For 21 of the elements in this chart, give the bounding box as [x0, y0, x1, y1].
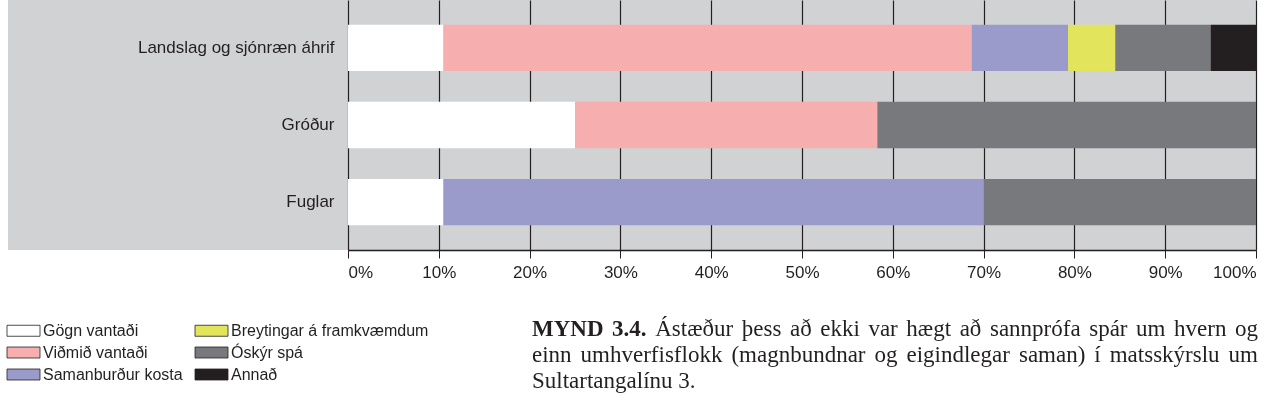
- legend-label: Viðmið vantaði: [43, 343, 148, 361]
- text: MYND 3.4. Ástæður þess að ekki var hægt að sannprófa spár um hvern og einn umhverfisflokk (magnbundnar og eigindlegar saman) í matsskýrslu um Sultartangalínu 3.: [532, 316, 1258, 394]
- legend-label: Gögn vantaði: [43, 321, 139, 339]
- legend-label: Annað: [231, 365, 278, 383]
- x-tick-label: 100%: [1213, 262, 1257, 282]
- x-tick-label: 20%: [513, 262, 548, 282]
- y-tick-label: Gróður: [281, 115, 335, 134]
- x-tick-label: 80%: [1057, 262, 1092, 282]
- x-tick-label: 10%: [422, 262, 457, 282]
- legend-label: Óskýr spá: [231, 342, 304, 361]
- x-tick-label: 60%: [876, 262, 911, 282]
- x-tick-label: 40%: [694, 262, 729, 282]
- legend-label: Breytingar á framkvæmdum: [231, 321, 429, 339]
- x-tick-label: 70%: [967, 262, 1002, 282]
- y-tick-label: Fuglar: [286, 192, 335, 212]
- x-tick-label: 90%: [1148, 262, 1183, 282]
- x-tick-label: 0%: [348, 262, 374, 282]
- x-tick-label: 30%: [603, 262, 638, 282]
- legend-label: Samanburður kosta: [43, 365, 183, 383]
- y-tick-label: Landslag og sjónræn áhrif: [137, 37, 335, 57]
- x-tick-label: 50%: [785, 262, 820, 282]
